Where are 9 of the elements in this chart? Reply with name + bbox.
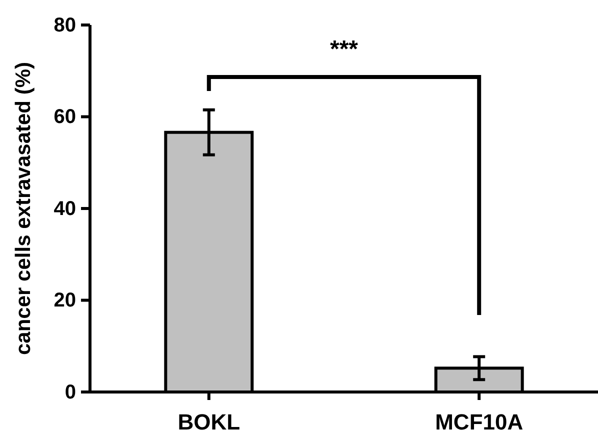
- y-axis-title: cancer cells extravasated (%): [12, 62, 35, 356]
- x-tick-label: MCF10A: [435, 409, 524, 434]
- x-tick-label: BOKL: [178, 409, 240, 434]
- y-tick-label: 20: [54, 290, 76, 312]
- y-tick-label: 80: [54, 14, 76, 36]
- y-tick-label: 0: [64, 381, 76, 404]
- annotation: ***: [330, 36, 359, 63]
- y-tick-label: 60: [54, 106, 76, 128]
- y-tick-label: 40: [54, 198, 76, 220]
